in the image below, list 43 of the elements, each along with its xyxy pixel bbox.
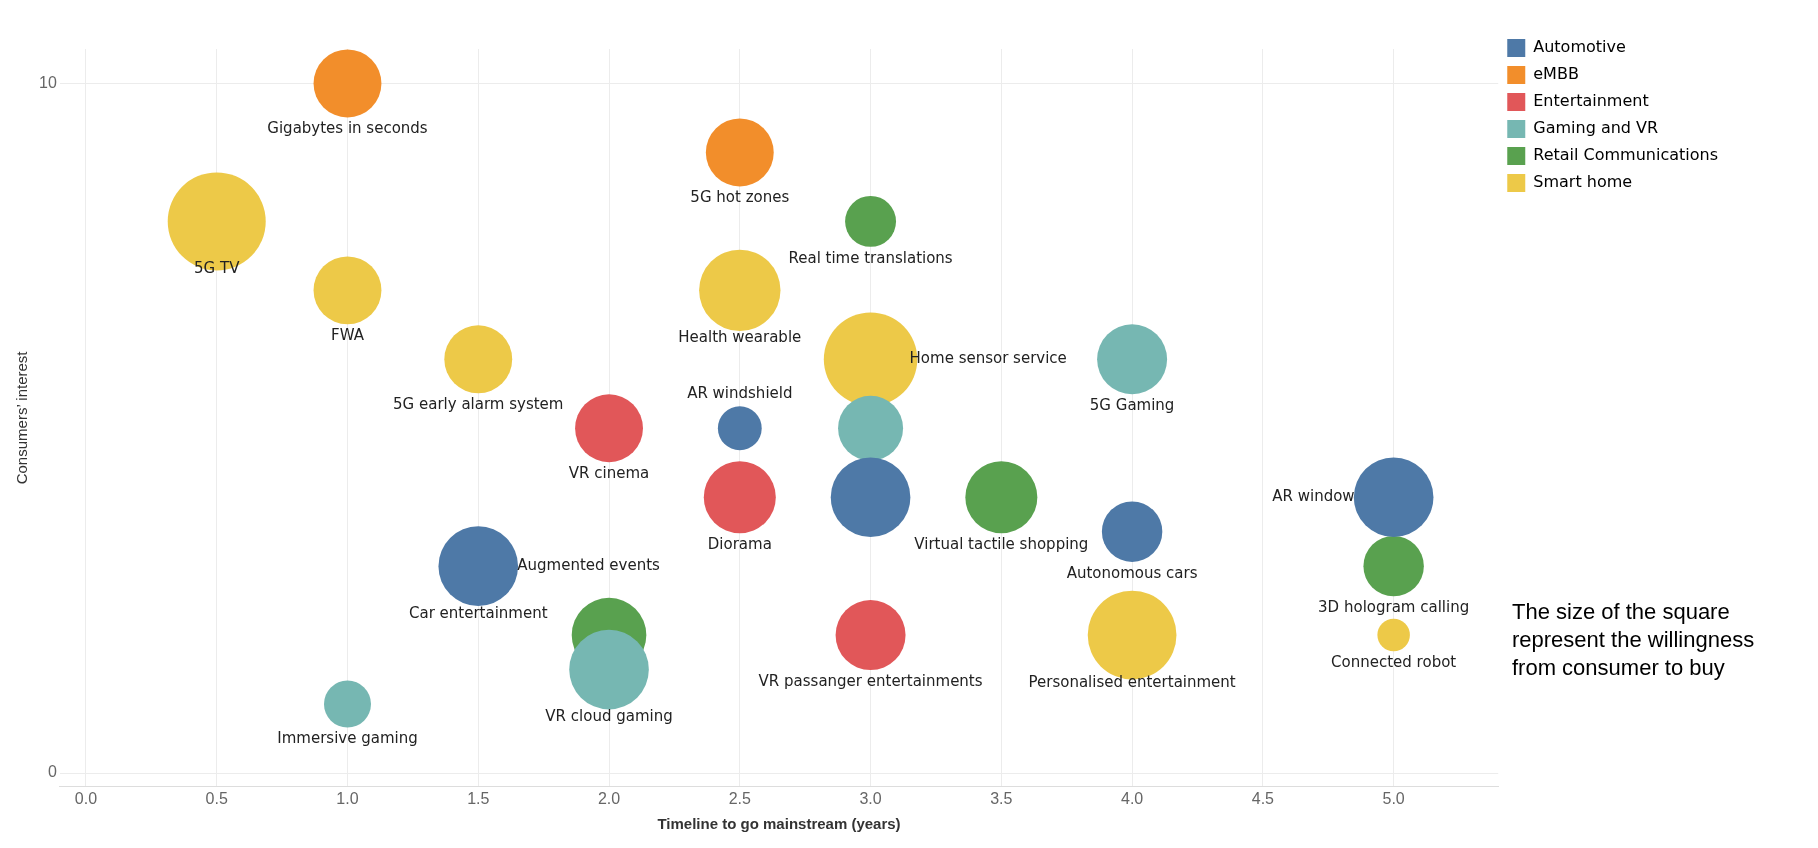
legend-label: eMBB	[1533, 64, 1579, 84]
annotation: VR cloud gaming	[545, 707, 673, 726]
annotation: Autonomous cars	[1066, 563, 1198, 582]
y-tick-label: 0	[47, 763, 57, 781]
annotation: VR passanger entertainments	[758, 671, 983, 690]
x-tick-label: 4.0	[1120, 789, 1144, 807]
annotation: Augmented events	[517, 556, 661, 575]
legend-label: Retail Communications	[1533, 145, 1719, 165]
annotation: Gigabytes in seconds	[267, 119, 428, 138]
legend-label: Gaming and VR	[1533, 118, 1659, 138]
x-tick-label: 0.5	[205, 789, 228, 807]
x-tick-label: 1.0	[336, 789, 359, 807]
x-tick-label: 5.0	[1382, 789, 1405, 807]
y-tick-label: 10	[39, 73, 57, 91]
annotation: Car entertainment	[408, 604, 548, 623]
x-tick-label: 0.0	[74, 789, 98, 807]
annotation: 5G early alarm system	[393, 395, 564, 414]
annotation: AR windshield	[687, 384, 793, 403]
annotation: Health wearable	[678, 328, 802, 347]
annotation: 3D hologram calling	[1318, 598, 1470, 617]
annotation: Virtual tactile shopping	[914, 535, 1089, 554]
annotation: Diorama	[707, 535, 772, 554]
x-tick-label: 3.0	[859, 789, 882, 807]
annotation: VR cinema	[568, 464, 650, 483]
x-tick-label: 2.5	[728, 789, 752, 807]
annotation: FWA	[331, 326, 365, 345]
legend-label: Entertainment	[1533, 91, 1649, 111]
x-axis-title: Timeline to go mainstream (years)	[657, 815, 901, 833]
x-tick-label: 3.5	[990, 789, 1013, 807]
x-tick-label: 4.5	[1251, 789, 1275, 807]
annotation: Connected robot	[1331, 653, 1457, 672]
annotation: AR window	[1272, 487, 1355, 506]
annotation: Immersive gaming	[277, 729, 418, 748]
legend-label: Automotive	[1533, 37, 1626, 57]
y-axis-title: Consumers’ interest	[13, 350, 31, 485]
text: The size of the square represent the willingness from consumer to buy	[1512, 598, 1756, 682]
legend-label: Smart home	[1533, 172, 1633, 192]
annotation: 5G hot zones	[690, 188, 790, 207]
x-tick-label: 1.5	[467, 789, 490, 807]
x-tick-label: 2.0	[597, 789, 621, 807]
annotation: 5G Gaming	[1089, 396, 1175, 415]
annotation: Personalised entertainment	[1028, 672, 1236, 691]
annotation: Real time translations	[788, 248, 953, 267]
